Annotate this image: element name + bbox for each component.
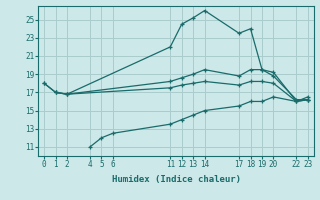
X-axis label: Humidex (Indice chaleur): Humidex (Indice chaleur)	[111, 175, 241, 184]
